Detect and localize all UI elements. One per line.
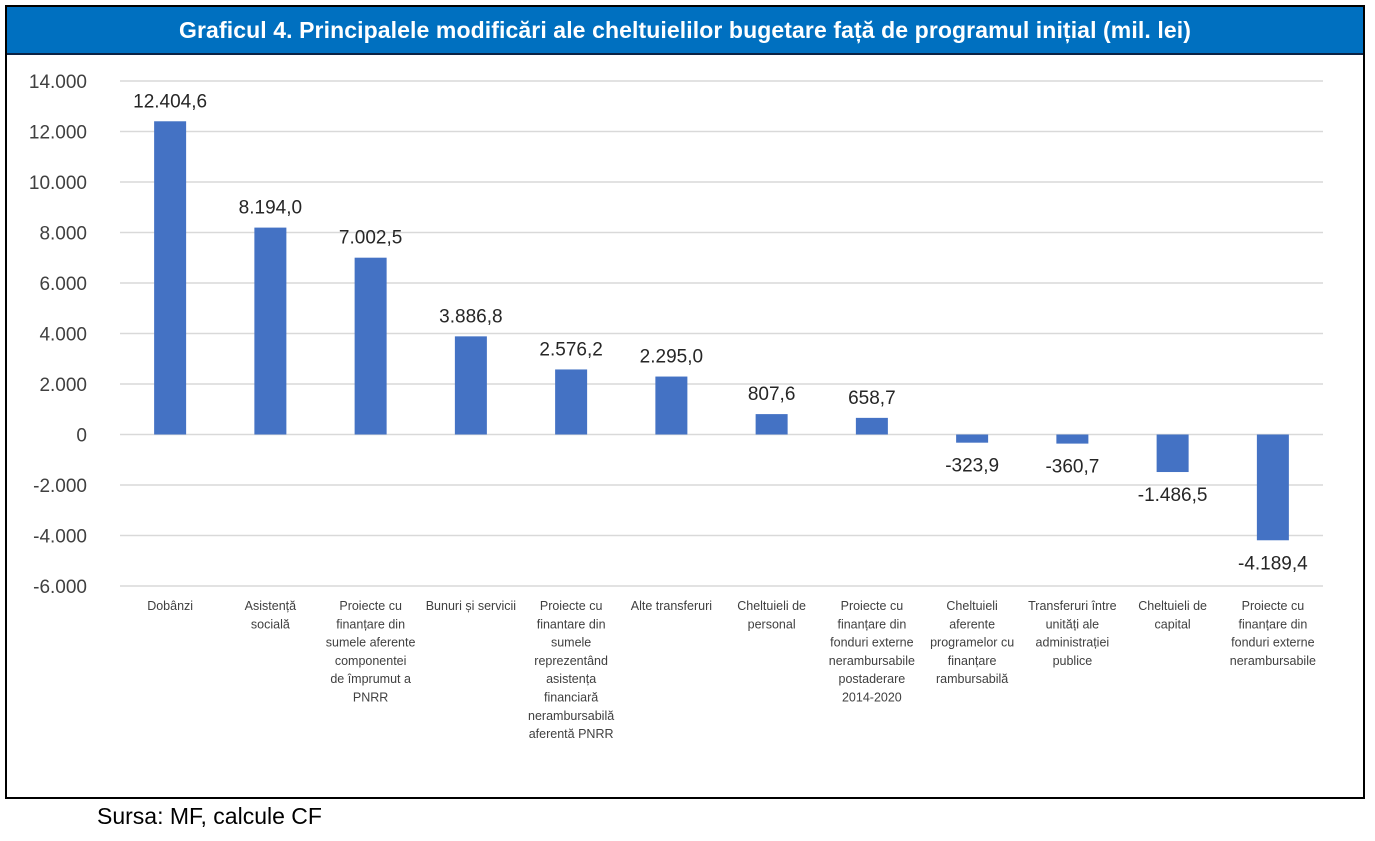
- bar: [1256, 434, 1289, 541]
- y-tick-label: 4.000: [39, 325, 87, 346]
- category-labels: Dobânzi Asistență socială Proiecte cu finanț…: [147, 599, 1316, 741]
- gridlines: [120, 80, 1323, 587]
- bar: [154, 121, 187, 435]
- bar: [1056, 434, 1089, 444]
- data-label: 2.576,2: [539, 339, 602, 360]
- data-label: -1.486,5: [1138, 485, 1208, 506]
- source-note: Sursa: MF, calcule CF: [97, 803, 322, 829]
- category-label: Dobânzi: [147, 599, 193, 613]
- category-label: Cheltuieli de capital: [1138, 599, 1207, 631]
- category-label: Cheltuieli de personal: [737, 599, 806, 631]
- category-label: Asistență socială: [245, 599, 296, 631]
- bars: [154, 121, 1289, 541]
- y-tick-label: 10.000: [29, 173, 87, 194]
- y-axis-ticks: 14.000 12.000 10.000 8.000 6.000 4.000 2.000 0 -…: [29, 72, 87, 598]
- category-label: Cheltuieli aferente programelor cu finanțar…: [930, 599, 1014, 686]
- y-tick-label: 6.000: [39, 274, 87, 295]
- y-tick-label: -6.000: [33, 577, 87, 598]
- category-label: Proiecte cu finanțare din fonduri externe n…: [1230, 599, 1316, 668]
- category-label: Proiecte cu finanțare din fonduri externe n…: [829, 599, 915, 705]
- data-label: 658,7: [848, 388, 896, 409]
- y-tick-label: 8.000: [39, 224, 87, 245]
- data-label: -323,9: [945, 456, 999, 477]
- chart-title-bar: Graficul 4. Principalele modificări ale …: [7, 7, 1363, 55]
- data-labels: 12.404,6 8.194,0 7.002,5 3.886,8 2.576,2 2.29…: [133, 91, 1308, 574]
- category-label: Transferuri între unități ale administrați…: [1028, 599, 1117, 668]
- bar: [354, 257, 387, 435]
- data-label: 12.404,6: [133, 91, 207, 112]
- category-label: Proiecte cu finantare din sumele reprezentâ…: [528, 599, 614, 741]
- y-tick-label: 14.000: [29, 72, 87, 93]
- bar: [755, 414, 788, 435]
- bar: [655, 376, 688, 435]
- y-tick-label: 12.000: [29, 123, 87, 144]
- bar: [1156, 434, 1189, 473]
- chart-frame: Graficul 4. Principalele modificări ale …: [5, 5, 1365, 799]
- data-label: 2.295,0: [640, 347, 703, 368]
- chart-title: Graficul 4. Principalele modificări ale …: [179, 16, 1191, 43]
- data-label: 8.194,0: [239, 198, 302, 219]
- category-label: Proiecte cu finanțare din sumele aferente c…: [326, 599, 416, 705]
- bar: [555, 369, 588, 435]
- data-label: -4.189,4: [1238, 553, 1308, 574]
- data-label: 807,6: [748, 384, 796, 405]
- data-label: -360,7: [1045, 457, 1099, 478]
- y-tick-label: -2.000: [33, 476, 87, 497]
- y-tick-label: 0: [76, 426, 87, 447]
- bar: [254, 227, 287, 435]
- bar: [956, 434, 989, 443]
- data-label: 3.886,8: [439, 306, 502, 327]
- category-label: Alte transferuri: [631, 599, 712, 613]
- category-label: Bunuri și servicii: [426, 599, 516, 613]
- data-label: 7.002,5: [339, 228, 402, 249]
- bar: [855, 417, 888, 435]
- y-tick-label: 2.000: [39, 375, 87, 396]
- bar: [454, 336, 487, 435]
- y-tick-label: -4.000: [33, 527, 87, 548]
